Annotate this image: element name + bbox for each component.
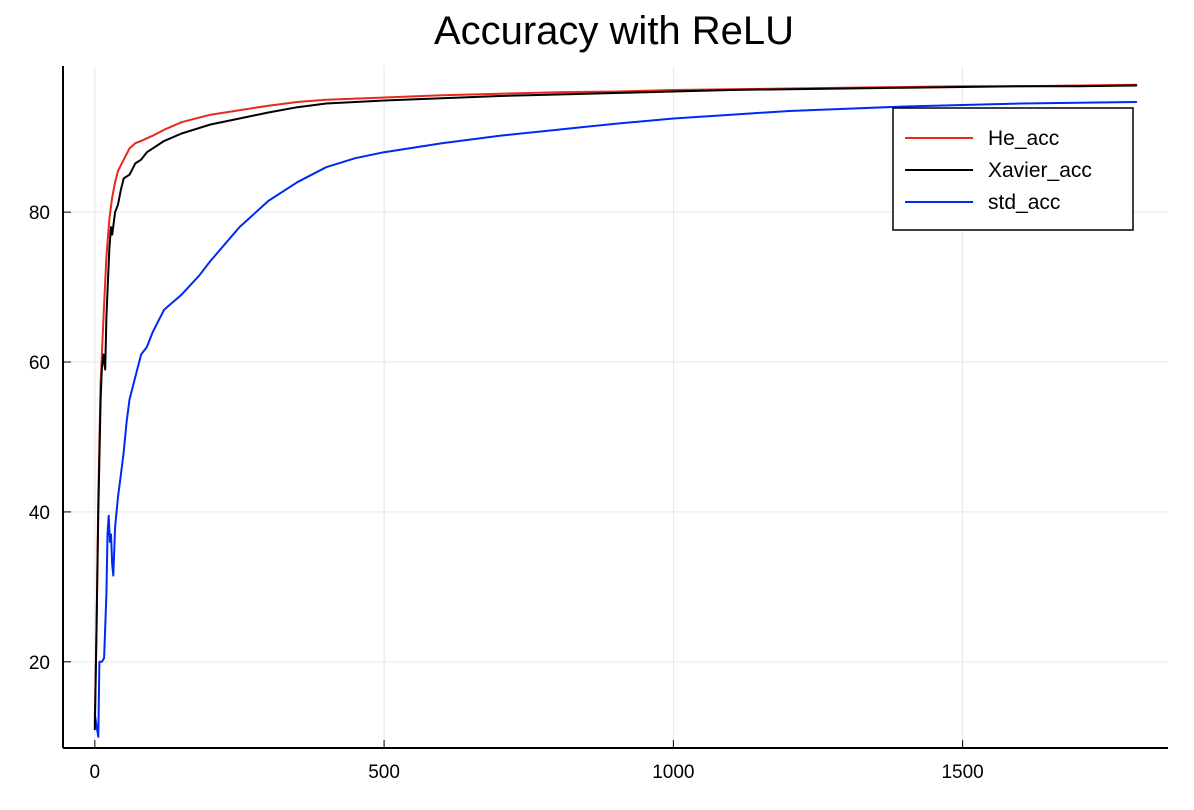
- x-tick-label: 1000: [652, 762, 694, 783]
- y-tick-label: 40: [29, 503, 50, 524]
- x-tick-label: 1500: [941, 762, 983, 783]
- chart-title: Accuracy with ReLU: [434, 9, 794, 53]
- legend-label: He_acc: [988, 127, 1059, 150]
- legend-label: Xavier_acc: [988, 159, 1092, 182]
- legend-label: std_acc: [988, 191, 1060, 214]
- series-line-std-acc: [93, 101, 1138, 738]
- y-tick-label: 80: [29, 203, 50, 224]
- axis-layer: 0 500 1000 1500 20 40 60 80: [29, 66, 1168, 783]
- x-tick-label: 0: [90, 762, 101, 783]
- series-layer: [93, 83, 1138, 738]
- y-tick-label: 60: [29, 353, 50, 374]
- legend: He_acc Xavier_acc std_acc: [892, 107, 1134, 231]
- series-line-xavier-acc: [93, 84, 1138, 731]
- x-tick-label: 500: [368, 762, 400, 783]
- y-tick-label: 20: [29, 653, 50, 674]
